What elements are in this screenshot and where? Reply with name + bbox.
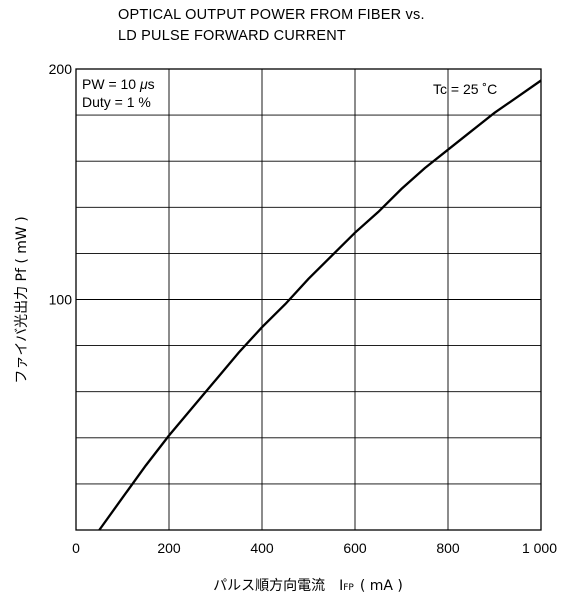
plot-frame <box>75 68 542 531</box>
series-line-0 <box>98 79 542 531</box>
x-axis-label-subscript: FP <box>343 583 354 593</box>
y-tick-label-0: 100 <box>49 292 73 308</box>
x-tick-label-4: 800 <box>436 540 460 556</box>
annotation-tc: Tc = 25 ˚C <box>433 81 497 97</box>
x-axis-label-unit: ( mA ) <box>360 578 403 594</box>
y-tick-label-1: 200 <box>49 61 73 77</box>
tick-labels: 0 200 400 600 800 1 000 100 200 <box>49 61 558 556</box>
chart-title-line-2: LD PULSE FORWARD CURRENT <box>118 28 346 44</box>
grid-layer <box>76 69 541 530</box>
x-tick-label-0: 0 <box>72 540 80 556</box>
x-axis-label: パルス順方向電流 IFP ( mA ) <box>213 578 403 594</box>
x-tick-label-1: 200 <box>157 540 181 556</box>
x-tick-label-2: 400 <box>250 540 274 556</box>
chart-title-line-1: OPTICAL OUTPUT POWER FROM FIBER vs. <box>118 7 425 23</box>
annotation-pw: PW = 10 μs <box>82 76 155 92</box>
annotation-duty: Duty = 1 % <box>82 94 151 110</box>
x-tick-label-3: 600 <box>343 540 367 556</box>
y-axis-label: ファイバ光出力 Pf ( mW ) <box>14 216 30 383</box>
x-axis-label-symbol: I <box>339 578 343 594</box>
x-tick-label-5: 1 000 <box>522 540 557 556</box>
x-axis-label-main: パルス順方向電流 <box>213 578 325 594</box>
